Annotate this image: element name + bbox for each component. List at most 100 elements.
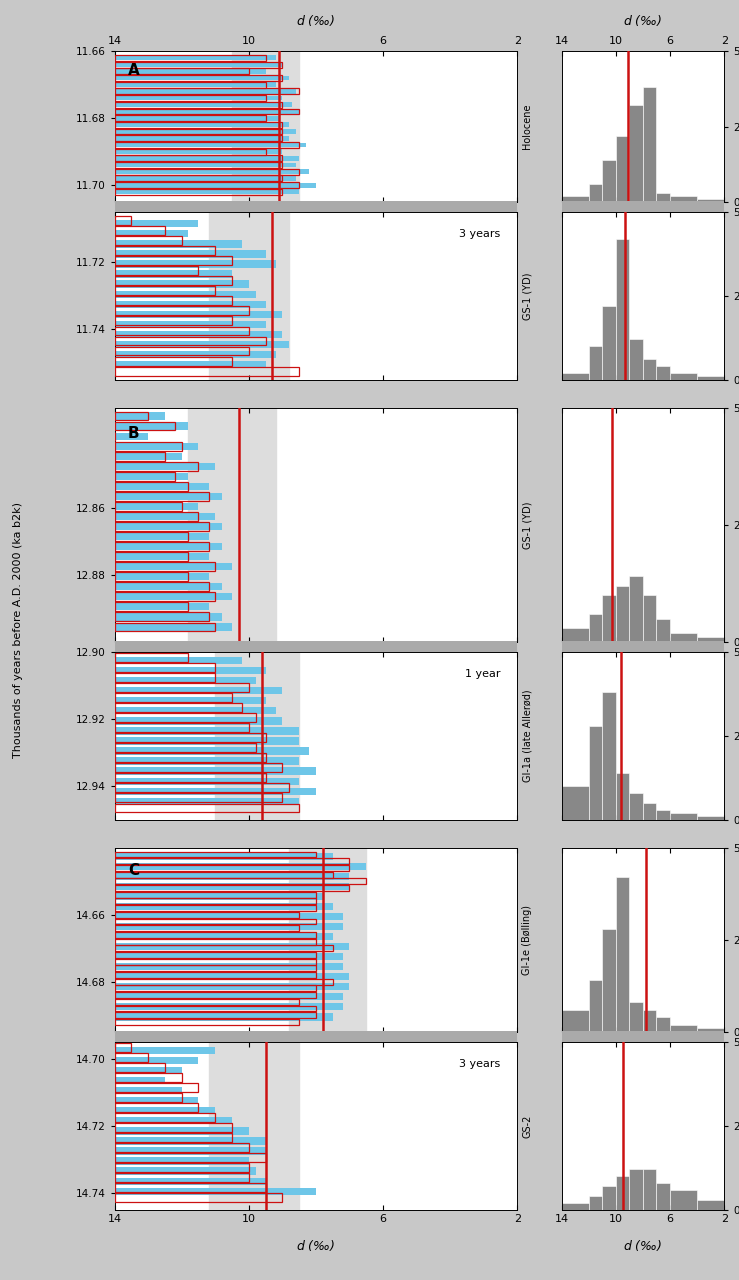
Bar bbox=[115, 933, 333, 940]
Bar bbox=[670, 1189, 697, 1210]
Bar bbox=[670, 813, 697, 819]
Bar bbox=[115, 532, 188, 541]
Bar bbox=[115, 297, 232, 305]
Bar bbox=[115, 433, 148, 440]
Bar bbox=[115, 963, 343, 970]
Bar bbox=[115, 1193, 282, 1202]
Bar bbox=[115, 301, 265, 307]
Bar bbox=[115, 797, 299, 805]
Bar bbox=[115, 115, 279, 120]
Bar bbox=[643, 360, 656, 379]
Bar bbox=[115, 260, 276, 268]
Bar bbox=[208, 1042, 299, 1210]
Bar bbox=[115, 63, 282, 67]
Bar bbox=[115, 321, 265, 328]
Bar bbox=[115, 878, 367, 884]
Bar bbox=[115, 727, 299, 735]
Bar bbox=[115, 737, 299, 745]
Text: A: A bbox=[128, 63, 140, 78]
Bar bbox=[115, 61, 282, 68]
Bar bbox=[115, 543, 208, 550]
Bar bbox=[115, 422, 188, 430]
Bar bbox=[115, 55, 265, 61]
Bar bbox=[115, 351, 276, 358]
Bar bbox=[630, 105, 643, 202]
Bar bbox=[115, 366, 299, 375]
Bar bbox=[115, 337, 265, 346]
Bar bbox=[115, 613, 222, 621]
Bar bbox=[115, 96, 282, 101]
Bar bbox=[115, 412, 165, 420]
Bar bbox=[115, 884, 350, 891]
Bar bbox=[115, 443, 199, 449]
Bar bbox=[208, 212, 289, 379]
Bar bbox=[115, 572, 188, 581]
Bar bbox=[115, 347, 249, 356]
Bar bbox=[643, 87, 656, 202]
Bar bbox=[115, 502, 182, 511]
Bar bbox=[670, 1024, 697, 1032]
Bar bbox=[115, 230, 188, 238]
Bar bbox=[670, 372, 697, 379]
Bar bbox=[115, 748, 309, 755]
Bar bbox=[115, 852, 333, 860]
Bar bbox=[115, 68, 249, 74]
Text: Thousands of years before A.D. 2000 (ka b2k): Thousands of years before A.D. 2000 (ka … bbox=[13, 503, 24, 758]
Text: $d$ (‰): $d$ (‰) bbox=[296, 13, 336, 28]
Bar bbox=[115, 959, 316, 965]
Bar bbox=[232, 51, 299, 202]
Bar bbox=[115, 863, 367, 870]
Text: $d$ (‰): $d$ (‰) bbox=[623, 1238, 663, 1253]
Bar bbox=[115, 189, 282, 195]
Bar bbox=[115, 462, 199, 471]
Bar bbox=[115, 911, 299, 918]
Bar bbox=[115, 952, 316, 957]
Bar bbox=[115, 1073, 182, 1082]
Bar bbox=[115, 412, 148, 420]
Bar bbox=[630, 576, 643, 643]
Bar bbox=[115, 532, 208, 540]
Bar bbox=[115, 1188, 316, 1194]
Bar bbox=[115, 859, 350, 864]
Bar bbox=[643, 1170, 656, 1210]
Bar bbox=[115, 563, 232, 571]
Bar bbox=[562, 1203, 589, 1210]
Text: GI-1e (Bølling): GI-1e (Bølling) bbox=[522, 905, 533, 975]
Bar bbox=[115, 708, 276, 714]
Bar bbox=[115, 593, 232, 600]
Bar bbox=[115, 122, 282, 128]
Bar bbox=[115, 973, 350, 980]
Bar bbox=[115, 102, 293, 108]
Bar bbox=[115, 483, 208, 490]
Bar bbox=[630, 792, 643, 819]
Bar bbox=[115, 115, 265, 122]
Bar bbox=[115, 163, 282, 168]
Bar bbox=[115, 1004, 343, 1010]
Bar bbox=[115, 189, 299, 195]
Bar bbox=[115, 979, 333, 984]
Bar bbox=[656, 1018, 670, 1032]
Bar bbox=[115, 777, 299, 785]
Bar bbox=[115, 128, 282, 134]
Bar bbox=[670, 632, 697, 643]
Bar bbox=[115, 136, 289, 141]
Bar bbox=[115, 925, 299, 931]
Bar bbox=[115, 1157, 249, 1165]
Bar bbox=[115, 55, 276, 60]
Bar bbox=[115, 150, 282, 154]
Bar bbox=[115, 794, 282, 803]
Bar bbox=[115, 983, 350, 991]
Bar bbox=[697, 1199, 724, 1210]
Bar bbox=[115, 316, 232, 325]
Bar bbox=[115, 1143, 249, 1152]
Bar bbox=[115, 462, 215, 470]
Bar bbox=[115, 584, 222, 590]
Bar bbox=[115, 1164, 249, 1172]
Bar bbox=[115, 481, 188, 490]
Bar bbox=[115, 923, 343, 931]
Bar bbox=[115, 851, 316, 858]
Text: 1 year: 1 year bbox=[465, 669, 500, 678]
Bar bbox=[115, 663, 215, 672]
Bar bbox=[115, 657, 242, 664]
Bar bbox=[115, 142, 299, 148]
